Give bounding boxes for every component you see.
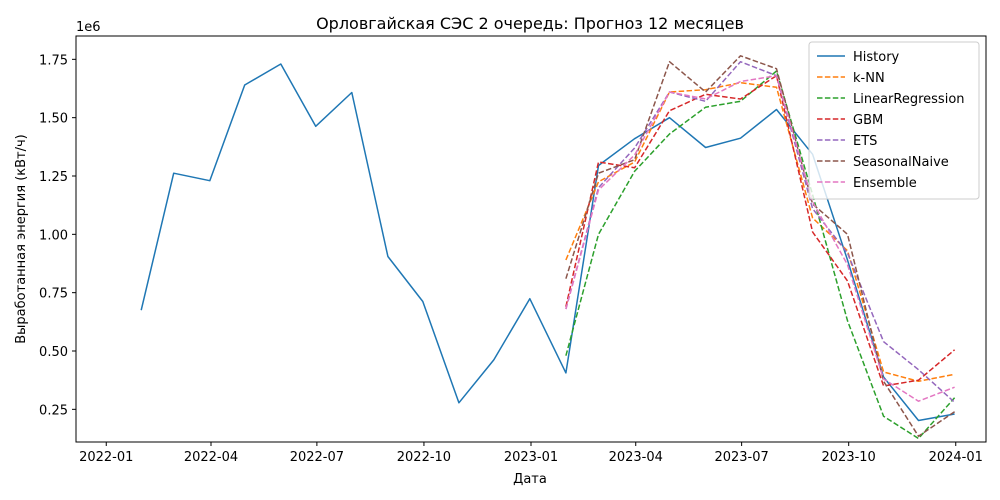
x-tick-label: 2022-04 — [184, 450, 238, 465]
legend-label: SeasonalNaive — [853, 155, 949, 170]
y-tick-label: 1.25 — [39, 170, 68, 185]
x-tick-label: 2022-01 — [79, 450, 133, 465]
series-line-linearregression — [565, 70, 956, 440]
x-tick-label: 2023-10 — [822, 450, 876, 465]
y-tick-label: 0.75 — [39, 287, 68, 302]
y-axis: 0.25 0.50 0.75 1.00 1.25 1.50 1.75 — [39, 53, 76, 418]
x-tick-label: 2023-01 — [504, 450, 558, 465]
legend: History k-NN LinearRegression GBM ETS Seasona… — [808, 41, 980, 200]
y-tick-label: 0.25 — [39, 403, 68, 418]
y-tick-label: 1.00 — [39, 228, 68, 243]
y-tick-label: 1.50 — [39, 112, 68, 127]
x-axis: 2022-01 2022-04 2022-07 2022-10 2023-01 2023-… — [79, 442, 983, 465]
legend-label: History — [853, 50, 900, 65]
series-line-gbm — [565, 74, 956, 387]
legend-label: LinearRegression — [853, 92, 965, 107]
legend-label: ETS — [853, 134, 877, 149]
series-line-ets — [565, 60, 956, 403]
x-tick-label: 2024-01 — [929, 450, 983, 465]
x-tick-label: 2022-10 — [397, 450, 451, 465]
series-line-seasonalnaive — [565, 55, 956, 437]
chart-title: Орловгайская СЭС 2 очередь: Прогноз 12 м… — [316, 14, 744, 33]
y-axis-label: Выработанная энергия (кВт/ч) — [14, 134, 29, 344]
y-scale-label: 1e6 — [76, 20, 101, 35]
x-axis-label: Дата — [513, 472, 547, 487]
x-tick-label: 2023-07 — [714, 450, 768, 465]
legend-label: GBM — [853, 113, 883, 128]
x-tick-label: 2022-07 — [290, 450, 344, 465]
y-tick-label: 0.50 — [39, 345, 68, 360]
legend-label: Ensemble — [853, 176, 917, 191]
x-tick-label: 2023-04 — [609, 450, 663, 465]
legend-box — [808, 41, 980, 200]
y-tick-label: 1.75 — [39, 53, 68, 68]
series-line-ensemble — [565, 74, 955, 402]
series-line-k-nn — [565, 81, 955, 383]
legend-label: k-NN — [853, 71, 885, 86]
